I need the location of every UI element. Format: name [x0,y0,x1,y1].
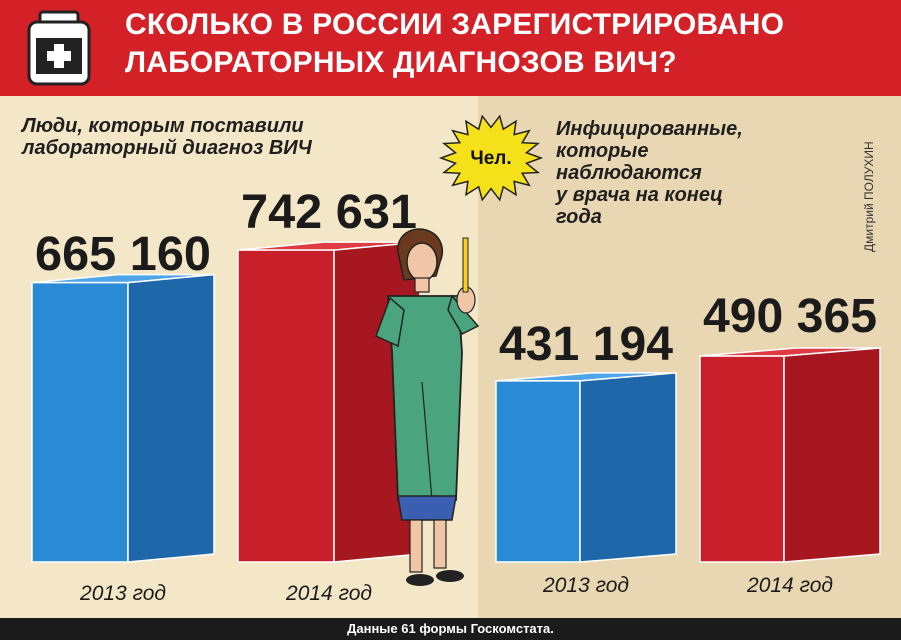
bar-0-1-front [237,249,335,563]
title-line-2: ЛАБОРАТОРНЫХ ДИАГНОЗОВ ВИЧ? [125,46,677,79]
header-banner: СКОЛЬКО В РОССИИ ЗАРЕГИСТРИРОВАНО ЛАБОРА… [0,0,901,96]
category-label-0-0: 2013 год [79,582,166,605]
right-chart-title: Инфицированные, которые наблюдаются у вр… [556,118,743,228]
bar-1-0-front [495,380,581,563]
left-chart-title: Люди, которым поставили лабораторный диа… [22,115,312,159]
title-line-1: СКОЛЬКО В РОССИИ ЗАРЕГИСТРИРОВАНО [125,8,785,41]
value-label-0-0: 665 160 [35,228,211,281]
bar-1-0-side [579,372,677,563]
nurse-illustration [375,228,480,586]
bar-0-0-side [127,273,215,563]
value-label-0-1: 742 631 [241,186,417,239]
footer-source: Данные 61 формы Госкомстата. [0,618,901,640]
unit-badge: Чел. [438,114,544,202]
category-label-1-0: 2013 год [542,574,629,597]
medicine-jar-icon [27,10,91,86]
value-label-1-1: 490 365 [703,290,877,343]
bar-1-1-side [783,347,881,563]
bar-0-0-front [31,281,129,563]
unit-badge-label: Чел. [470,148,511,169]
value-label-1-0: 431 194 [499,318,673,371]
category-label-1-1: 2014 год [746,574,833,597]
page-title: СКОЛЬКО В РОССИИ ЗАРЕГИСТРИРОВАНО ЛАБОРА… [125,6,895,82]
category-label-0-1: 2014 год [285,582,372,605]
bar-1-1-front [699,355,785,563]
